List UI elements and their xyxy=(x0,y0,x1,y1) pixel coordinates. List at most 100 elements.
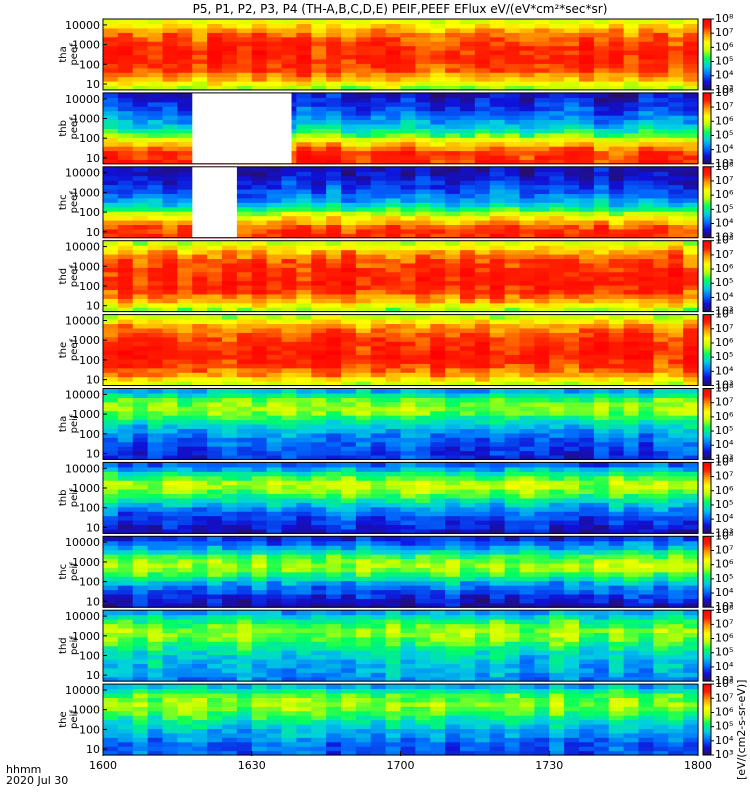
spectrogram-cell xyxy=(624,128,639,133)
spectrogram-cell xyxy=(639,372,654,377)
spectrogram-cell xyxy=(683,420,698,425)
spectrogram-cell xyxy=(430,68,445,73)
spectrogram-cell xyxy=(356,368,371,373)
spectrogram-cell xyxy=(549,489,564,494)
spectrogram-cell xyxy=(267,502,282,507)
spectrogram-cell xyxy=(371,171,386,176)
spectrogram-cell xyxy=(609,142,624,147)
spectrogram-cell xyxy=(356,524,371,529)
spectrogram-cell xyxy=(118,554,133,559)
spectrogram-cell xyxy=(311,581,326,586)
spectrogram-cell xyxy=(460,476,475,481)
spectrogram-cell xyxy=(639,516,654,521)
spectrogram-cell xyxy=(564,315,579,320)
spectrogram-cell xyxy=(282,433,297,438)
spectrogram-cell xyxy=(624,368,639,373)
spectrogram-cell xyxy=(207,489,222,494)
spectrogram-cell xyxy=(653,493,668,498)
spectrogram-cell xyxy=(177,41,192,46)
spectrogram-cell xyxy=(118,193,133,198)
spectrogram-cell xyxy=(401,402,416,407)
spectrogram-cell xyxy=(148,585,163,590)
colorbar-tick-label: 10⁵ xyxy=(715,128,733,141)
spectrogram-cell xyxy=(341,332,356,337)
spectrogram-cell xyxy=(177,350,192,355)
spectrogram-cell xyxy=(192,285,207,290)
spectrogram-cell xyxy=(267,507,282,512)
spectrogram-cell xyxy=(579,50,594,55)
spectrogram-cell xyxy=(505,368,520,373)
spectrogram-cell xyxy=(683,332,698,337)
spectrogram-cell xyxy=(490,363,505,368)
spectrogram-cell xyxy=(237,202,252,207)
spectrogram-cell xyxy=(177,471,192,476)
spectrogram-cell xyxy=(282,397,297,402)
spectrogram-cell xyxy=(267,545,282,550)
spectrogram-cell xyxy=(683,511,698,516)
spectrogram-cell xyxy=(207,328,222,333)
spectrogram-cell xyxy=(177,516,192,521)
spectrogram-cell xyxy=(445,224,460,229)
spectrogram-cell xyxy=(624,97,639,102)
spectrogram-cell xyxy=(475,524,490,529)
spectrogram-cell xyxy=(475,41,490,46)
spectrogram-cell xyxy=(683,263,698,268)
spectrogram-cell xyxy=(475,19,490,24)
spectrogram-cell xyxy=(445,189,460,194)
spectrogram-cell xyxy=(505,428,520,433)
spectrogram-cell xyxy=(252,567,267,572)
spectrogram-cell xyxy=(505,389,520,394)
spectrogram-cell xyxy=(445,54,460,59)
spectrogram-cell xyxy=(207,59,222,64)
spectrogram-cell xyxy=(683,151,698,156)
spectrogram-cell xyxy=(653,462,668,467)
spectrogram-cell xyxy=(624,359,639,364)
spectrogram-cell xyxy=(415,428,430,433)
spectrogram-cell xyxy=(386,467,401,472)
spectrogram-cell xyxy=(520,245,535,250)
spectrogram-cell xyxy=(594,437,609,442)
spectrogram-cell xyxy=(207,536,222,541)
spectrogram-cell xyxy=(415,298,430,303)
spectrogram-cell xyxy=(118,524,133,529)
spectrogram-cell xyxy=(103,319,118,324)
spectrogram-cell xyxy=(505,406,520,411)
spectrogram-cell xyxy=(653,229,668,234)
spectrogram-cell xyxy=(668,471,683,476)
spectrogram-cell xyxy=(683,493,698,498)
spectrogram-cell xyxy=(326,524,341,529)
spectrogram-cell xyxy=(624,393,639,398)
spectrogram-cell xyxy=(639,298,654,303)
spectrogram-cell xyxy=(683,119,698,124)
spectrogram-cell xyxy=(653,442,668,447)
spectrogram-cell xyxy=(490,272,505,277)
spectrogram-cell xyxy=(639,267,654,272)
spectrogram-cell xyxy=(430,128,445,133)
spectrogram-cell xyxy=(475,332,490,337)
spectrogram-cell xyxy=(564,193,579,198)
spectrogram-cell xyxy=(222,397,237,402)
spectrogram-cell xyxy=(505,254,520,259)
spectrogram-cell xyxy=(282,229,297,234)
spectrogram-cell xyxy=(401,498,416,503)
spectrogram-cell xyxy=(475,37,490,42)
spectrogram-cell xyxy=(267,471,282,476)
spectrogram-cell xyxy=(430,133,445,138)
spectrogram-cell xyxy=(311,111,326,116)
spectrogram-cell xyxy=(371,298,386,303)
spectrogram-cell xyxy=(549,298,564,303)
spectrogram-cell xyxy=(401,119,416,124)
spectrogram-cell xyxy=(148,298,163,303)
spectrogram-cell xyxy=(653,303,668,308)
spectrogram-cell xyxy=(460,245,475,250)
spectrogram-cell xyxy=(341,68,356,73)
spectrogram-cell xyxy=(386,328,401,333)
spectrogram-cell xyxy=(520,420,535,425)
spectrogram-cell xyxy=(549,451,564,456)
spectrogram-cell xyxy=(296,19,311,24)
spectrogram-cell xyxy=(252,406,267,411)
spectrogram-cell xyxy=(490,216,505,221)
spectrogram-cell xyxy=(609,207,624,212)
spectrogram-cell xyxy=(401,198,416,203)
spectrogram-cell xyxy=(356,267,371,272)
